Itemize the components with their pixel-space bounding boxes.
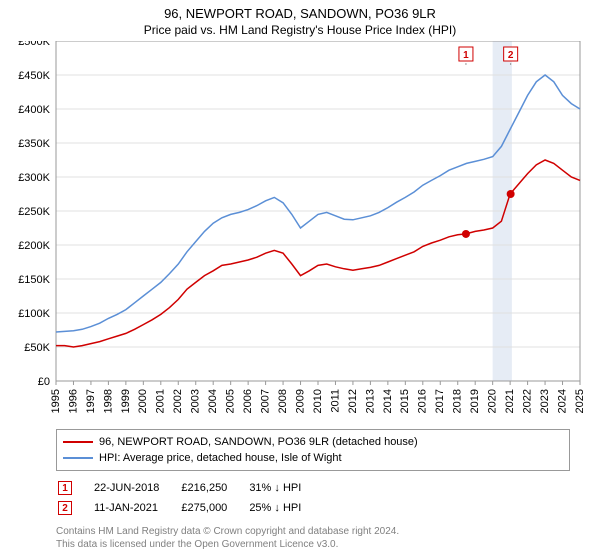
chart-container: 96, NEWPORT ROAD, SANDOWN, PO36 9LR Pric… bbox=[0, 0, 600, 560]
sale-row-2: 2 11-JAN-2021£275,00025% ↓ HPI bbox=[58, 499, 321, 517]
x-tick-label: 2007 bbox=[260, 389, 272, 413]
y-tick-label: £0 bbox=[38, 376, 50, 388]
sale-delta: 25% ↓ HPI bbox=[249, 499, 321, 517]
y-tick-label: £100K bbox=[18, 308, 50, 320]
y-tick-label: £350K bbox=[18, 138, 50, 150]
y-tick-label: £200K bbox=[18, 240, 50, 252]
x-tick-label: 2024 bbox=[556, 389, 568, 413]
sale-price: £275,000 bbox=[181, 499, 247, 517]
sale-date: 11-JAN-2021 bbox=[94, 499, 179, 517]
x-tick-label: 2001 bbox=[155, 389, 167, 413]
legend-box: 96, NEWPORT ROAD, SANDOWN, PO36 9LR (det… bbox=[56, 429, 570, 471]
x-tick-label: 2004 bbox=[207, 389, 219, 413]
x-tick-label: 2014 bbox=[382, 389, 394, 413]
sale-point-1 bbox=[462, 230, 470, 238]
y-tick-label: £450K bbox=[18, 70, 50, 82]
footer-line2: This data is licensed under the Open Gov… bbox=[56, 538, 600, 551]
sales-table: 1 22-JUN-2018£216,25031% ↓ HPI 2 11-JAN-202… bbox=[56, 477, 323, 519]
y-tick-label: £400K bbox=[18, 104, 50, 116]
x-tick-label: 2019 bbox=[469, 389, 481, 413]
chart-subtitle: Price paid vs. HM Land Registry's House … bbox=[0, 21, 600, 41]
x-tick-label: 1995 bbox=[50, 389, 62, 413]
x-tick-label: 2005 bbox=[225, 389, 237, 413]
x-tick-label: 2012 bbox=[347, 389, 359, 413]
sale-price: £216,250 bbox=[181, 479, 247, 497]
x-tick-label: 1998 bbox=[102, 389, 114, 413]
x-tick-label: 2003 bbox=[190, 389, 202, 413]
x-tick-label: 2011 bbox=[329, 389, 341, 413]
x-tick-label: 2009 bbox=[294, 389, 306, 413]
x-tick-label: 2002 bbox=[172, 389, 184, 413]
x-tick-label: 2008 bbox=[277, 389, 289, 413]
x-tick-label: 2023 bbox=[539, 389, 551, 413]
x-tick-label: 2022 bbox=[522, 389, 534, 413]
flag-label-2: 2 bbox=[508, 50, 514, 61]
x-tick-label: 2010 bbox=[312, 389, 324, 413]
x-tick-label: 2018 bbox=[452, 389, 464, 413]
footer-attribution: Contains HM Land Registry data © Crown c… bbox=[56, 525, 600, 551]
chart-svg: £0 £50K £100K £150K £200K £250K £300K £350K £400… bbox=[0, 41, 600, 421]
x-tick-label: 1997 bbox=[85, 389, 97, 413]
x-tick-label: 2020 bbox=[487, 389, 499, 413]
sale-point-2 bbox=[507, 190, 515, 198]
x-tick-label: 2006 bbox=[242, 389, 254, 413]
chart-title: 96, NEWPORT ROAD, SANDOWN, PO36 9LR bbox=[0, 0, 600, 21]
legend-label: HPI: Average price, detached house, Isle… bbox=[99, 452, 342, 464]
x-tick-label: 1996 bbox=[67, 389, 79, 413]
x-tick-label: 2017 bbox=[434, 389, 446, 413]
sale-date: 22-JUN-2018 bbox=[94, 479, 179, 497]
y-tick-label: £50K bbox=[24, 342, 50, 354]
x-tick-label: 2013 bbox=[364, 389, 376, 413]
x-tick-label: 1999 bbox=[120, 389, 132, 413]
flag-label-1: 1 bbox=[463, 50, 469, 61]
y-tick-label: £250K bbox=[18, 206, 50, 218]
footer-line1: Contains HM Land Registry data © Crown c… bbox=[56, 525, 600, 538]
legend-swatch bbox=[63, 457, 93, 459]
legend-swatch bbox=[63, 441, 93, 443]
x-tick-label: 2015 bbox=[399, 389, 411, 413]
y-tick-label: £150K bbox=[18, 274, 50, 286]
x-tick-label: 2000 bbox=[137, 389, 149, 413]
sale-row-1: 1 22-JUN-2018£216,25031% ↓ HPI bbox=[58, 479, 321, 497]
chart-plot-area: £0 £50K £100K £150K £200K £250K £300K £350K £400… bbox=[0, 41, 600, 421]
y-tick-label: £300K bbox=[18, 172, 50, 184]
y-tick-label: £500K bbox=[18, 41, 50, 48]
x-tick-label: 2025 bbox=[574, 389, 586, 413]
sale-marker-icon: 2 bbox=[58, 501, 72, 515]
x-tick-label: 2021 bbox=[504, 389, 516, 413]
legend-label: 96, NEWPORT ROAD, SANDOWN, PO36 9LR (det… bbox=[99, 436, 418, 448]
sale-delta: 31% ↓ HPI bbox=[249, 479, 321, 497]
x-tick-label: 2016 bbox=[417, 389, 429, 413]
legend-row-0: 96, NEWPORT ROAD, SANDOWN, PO36 9LR (det… bbox=[63, 434, 563, 450]
legend-row-1: HPI: Average price, detached house, Isle… bbox=[63, 450, 563, 466]
sale-marker-icon: 1 bbox=[58, 481, 72, 495]
